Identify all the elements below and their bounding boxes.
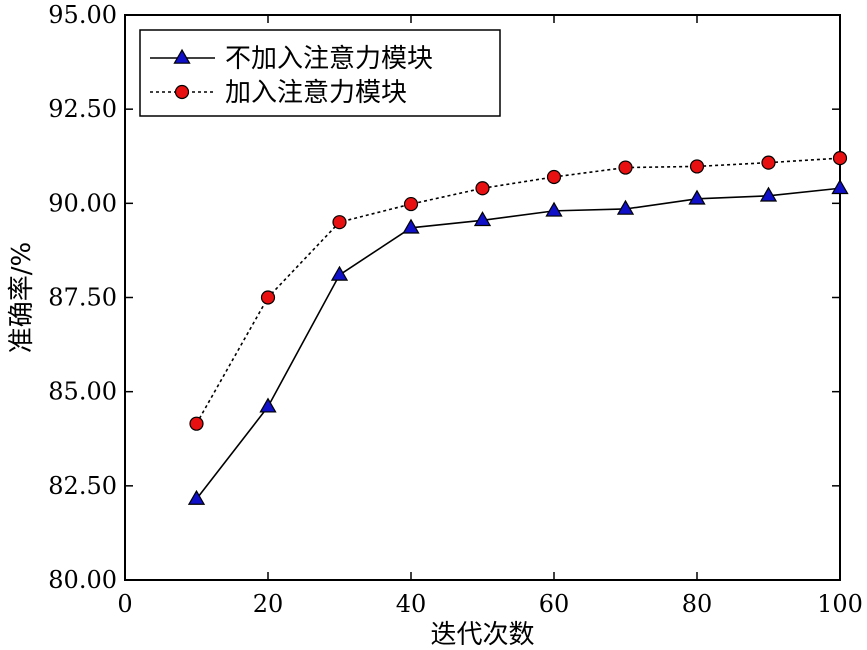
y-tick-label: 90.00 (48, 189, 117, 217)
y-tick-label: 92.50 (48, 95, 117, 123)
legend-box (139, 29, 501, 117)
circle-point (618, 160, 633, 175)
x-tick-label: 100 (817, 590, 863, 618)
y-tick-label: 85.00 (48, 378, 117, 406)
axis-ticks: 0 20 40 60 80 100 80.00 82.50 85.00 87.50 90.00 92.… (48, 1, 863, 618)
y-axis-label: 准确率/% (7, 242, 37, 353)
triangle-point (473, 211, 492, 227)
triangle-point (616, 199, 635, 215)
x-tick-label: 0 (117, 590, 132, 618)
triangle-point (688, 189, 706, 205)
circle-point (260, 290, 276, 305)
series-line-2 (195, 157, 841, 425)
circle-point (332, 215, 347, 230)
y-tick-label: 82.50 (48, 472, 117, 500)
series-markers (187, 151, 849, 505)
y-tick-label: 80.00 (48, 566, 117, 594)
legend-label-2: 加入注意力模块 (225, 78, 407, 108)
triangle-point (831, 179, 849, 195)
circle-point (689, 159, 705, 174)
triangle-point (545, 201, 563, 217)
circle-point (403, 196, 419, 212)
circle-point (761, 155, 776, 170)
legend-label-1: 不加入注意力模块 (225, 44, 433, 74)
circle-point (832, 151, 848, 166)
triangle-point (330, 265, 349, 281)
legend-circle-marker (174, 84, 190, 100)
x-tick-label: 60 (539, 590, 570, 618)
circle-point (546, 169, 562, 185)
x-tick-label: 20 (253, 590, 284, 618)
legend-triangle-marker (173, 48, 191, 64)
x-tick-label: 80 (682, 590, 713, 618)
x-axis-label: 迭代次数 (430, 620, 534, 650)
circle-point (475, 181, 490, 196)
triangle-point (259, 397, 277, 413)
x-tick-label: 40 (396, 590, 427, 618)
triangle-point (402, 218, 420, 234)
y-tick-label: 87.50 (48, 284, 117, 312)
y-tick-label: 95.00 (48, 1, 117, 29)
triangle-point (187, 489, 206, 505)
triangle-point (759, 186, 778, 202)
series-lines (195, 157, 841, 500)
series-line-1 (195, 187, 841, 500)
circle-point (189, 416, 204, 431)
